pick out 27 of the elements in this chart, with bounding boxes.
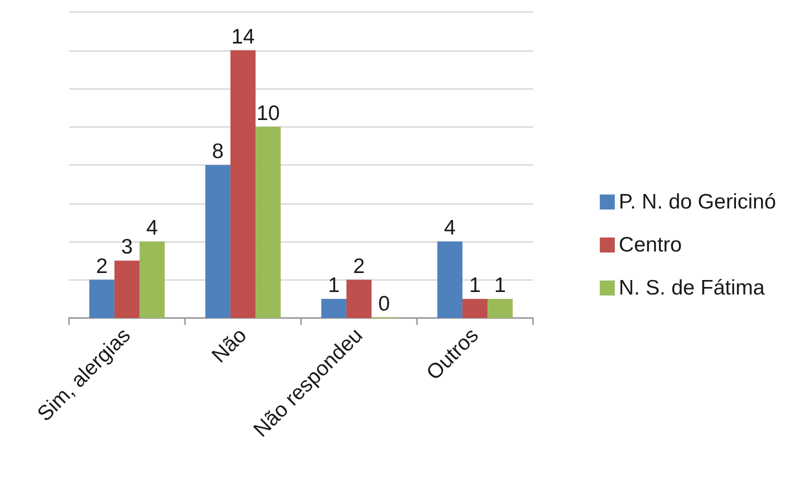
bar xyxy=(230,50,256,318)
bar xyxy=(462,298,488,318)
legend-label: P. N. do Gericinó xyxy=(618,190,776,214)
bar xyxy=(437,242,462,318)
bar xyxy=(488,298,513,318)
data-label: 4 xyxy=(444,216,456,240)
data-label: 4 xyxy=(146,216,158,240)
bar xyxy=(321,298,346,318)
data-label: 8 xyxy=(212,140,224,163)
data-label: 1 xyxy=(494,274,506,297)
bar xyxy=(205,165,230,318)
x-tick-label: Não xyxy=(208,324,252,368)
data-label: 10 xyxy=(256,102,280,125)
legend-label: N. S. de Fátima xyxy=(618,276,766,300)
bar xyxy=(346,280,372,318)
data-label: 2 xyxy=(353,254,365,278)
bar xyxy=(89,280,114,318)
data-label: 1 xyxy=(469,274,481,297)
data-label: 3 xyxy=(121,236,133,259)
bar xyxy=(140,242,165,318)
data-label: 2 xyxy=(96,254,108,278)
data-label: 1 xyxy=(328,274,340,297)
legend-label: Centro xyxy=(618,234,682,256)
bar xyxy=(256,126,281,318)
data-label: 14 xyxy=(231,25,255,48)
data-label: 0 xyxy=(378,292,390,316)
bar xyxy=(114,260,140,318)
